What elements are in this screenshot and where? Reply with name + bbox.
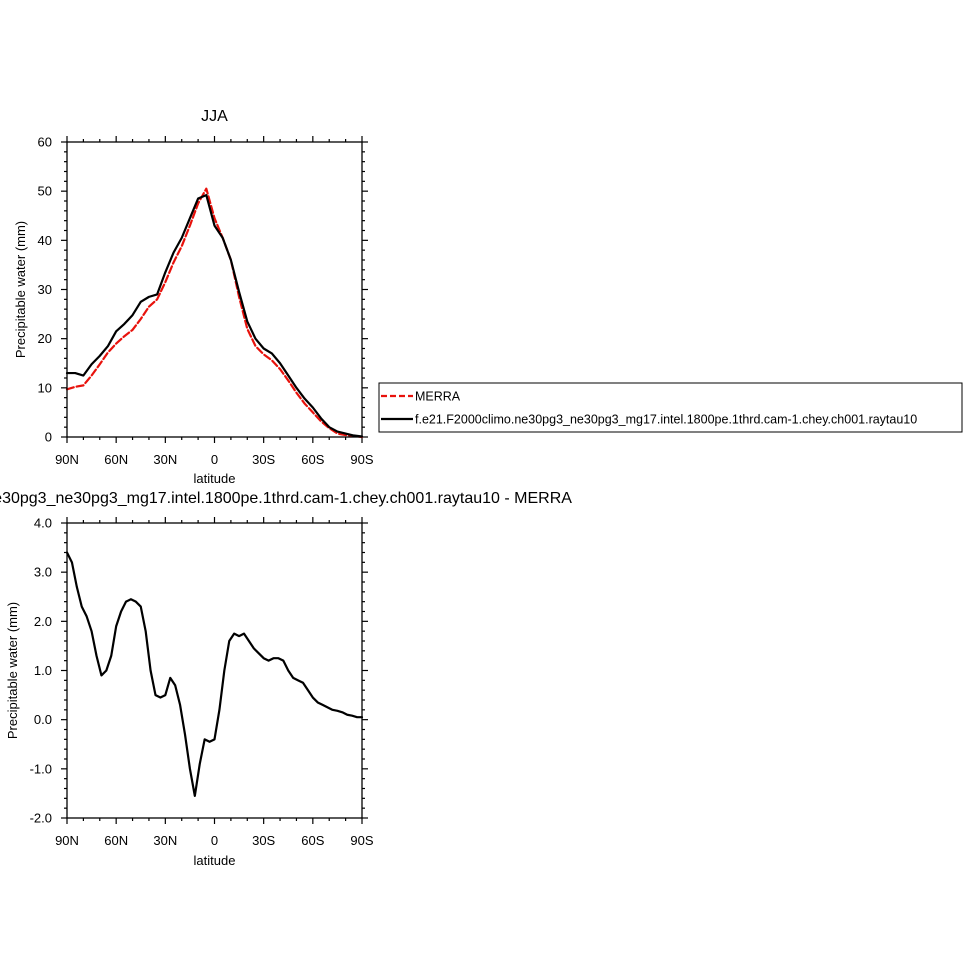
- x-tick-label: 90S: [350, 833, 373, 848]
- x-tick-label: 30N: [153, 452, 177, 467]
- x-axis-label-bottom: latitude: [194, 853, 236, 868]
- y-tick-label: 0.0: [34, 712, 52, 727]
- legend-label-model: f.e21.F2000climo.ne30pg3_ne30pg3_mg17.in…: [415, 413, 917, 427]
- x-tick-label: 60N: [104, 452, 128, 467]
- x-tick-label: 60S: [301, 833, 324, 848]
- y-axis-label-top: Precipitable water (mm): [13, 221, 28, 358]
- x-tick-label: 90N: [55, 833, 79, 848]
- y-tick-label: 1.0: [34, 663, 52, 678]
- x-tick-label: 60N: [104, 833, 128, 848]
- y-tick-label: 4.0: [34, 516, 52, 531]
- y-tick-label: 3.0: [34, 565, 52, 580]
- y-tick-label: -2.0: [30, 811, 52, 826]
- y-tick-label: 10: [38, 380, 52, 395]
- x-tick-label: 90N: [55, 452, 79, 467]
- x-axis-label-top: latitude: [194, 471, 236, 486]
- x-tick-label: 0: [211, 452, 218, 467]
- x-tick-label: 30S: [252, 452, 275, 467]
- legend: MERRA f.e21.F2000climo.ne30pg3_ne30pg3_m…: [378, 382, 963, 433]
- legend-box: [378, 382, 963, 433]
- x-tick-label: 0: [211, 833, 218, 848]
- legend-label-merra: MERRA: [415, 390, 461, 404]
- y-tick-label: 40: [38, 233, 52, 248]
- x-tick-label: 30S: [252, 833, 275, 848]
- chart-title-bottom: f.e21.F2000climo.ne30pg3_ne30pg3_mg17.in…: [0, 490, 572, 507]
- y-axis-label-bottom: Precipitable water (mm): [5, 602, 20, 739]
- series-line-bottom-0: [65, 551, 364, 797]
- series-line-top-0: [65, 187, 364, 439]
- x-tick-label: 90S: [350, 452, 373, 467]
- y-tick-label: -1.0: [30, 761, 52, 776]
- x-tick-label: 60S: [301, 452, 324, 467]
- series-line-top-1: [65, 194, 364, 438]
- y-tick-label: 30: [38, 282, 52, 297]
- y-tick-label: 20: [38, 331, 52, 346]
- plot-frame-bottom: [66, 522, 363, 819]
- y-tick-label: 0: [45, 430, 52, 445]
- plot-frame-top: [66, 141, 363, 438]
- y-tick-label: 2.0: [34, 614, 52, 629]
- x-tick-label: 30N: [153, 833, 177, 848]
- y-tick-label: 60: [38, 135, 52, 150]
- chart-title-top: JJA: [201, 108, 228, 125]
- y-tick-label: 50: [38, 184, 52, 199]
